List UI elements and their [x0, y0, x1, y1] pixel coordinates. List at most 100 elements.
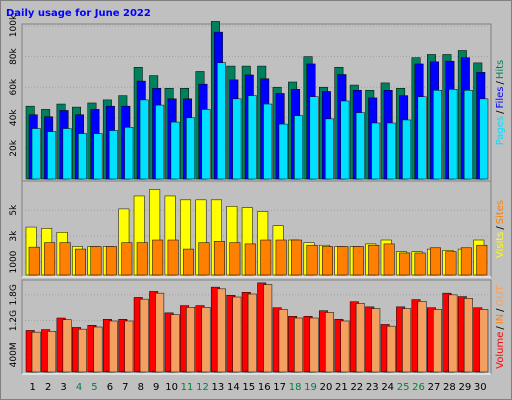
bar [263, 284, 273, 373]
bar [229, 242, 241, 276]
bar [340, 100, 350, 180]
legend-separator: / [495, 110, 506, 114]
x-tick-label: 7 [122, 382, 128, 393]
y-tick-label: 80k [9, 47, 19, 64]
legend-separator: / [495, 226, 506, 230]
bar [247, 293, 257, 373]
y-tick-label: 100k [9, 14, 19, 37]
bar [28, 246, 40, 276]
x-tick-label: 29 [458, 382, 471, 393]
bar [232, 296, 242, 373]
x-tick-label: 12 [196, 382, 209, 393]
bar [108, 130, 118, 180]
x-tick-label: 1 [30, 382, 36, 393]
x-tick-label: 11 [181, 382, 194, 393]
bar [309, 96, 319, 180]
bar [355, 303, 365, 373]
bar [321, 246, 333, 276]
bar [198, 242, 210, 276]
legend-entry: OUT [495, 284, 506, 306]
bar [47, 331, 57, 373]
x-tick-label: 24 [381, 382, 394, 393]
x-tick-label: 27 [428, 382, 441, 393]
bar [201, 307, 211, 373]
x-tick-label: 13 [212, 382, 225, 393]
bar [460, 247, 472, 276]
legend-entry: Hits [495, 60, 506, 79]
x-tick-label: 10 [165, 382, 178, 393]
bar [124, 320, 134, 373]
bar [136, 242, 148, 276]
x-tick-label: 2 [45, 382, 51, 393]
bar [78, 133, 87, 180]
bar [368, 244, 380, 276]
bar [232, 98, 242, 180]
bar [93, 326, 103, 373]
y-tick-label: 60k [9, 78, 19, 95]
bar [263, 103, 273, 180]
y-tick-label: 1.2G [9, 310, 19, 331]
legend-entry: Volume [495, 332, 506, 369]
bar [62, 319, 72, 373]
x-tick-label: 28 [443, 382, 456, 393]
bar [275, 239, 287, 276]
y-tick-label: 20k [9, 139, 19, 156]
bar [433, 309, 442, 373]
bar [278, 309, 288, 373]
y-tick-label: 400M [9, 342, 19, 367]
bar [90, 246, 102, 276]
bar [340, 320, 350, 373]
bar [417, 96, 427, 180]
x-tick-label: 8 [138, 382, 144, 393]
bar [448, 89, 458, 180]
bar [433, 90, 442, 180]
bar [170, 314, 180, 373]
bar [371, 308, 381, 373]
x-tick-label: 19 [304, 382, 317, 393]
y-tick-label: 1000 [9, 250, 19, 273]
bar [44, 242, 56, 276]
bar [479, 309, 489, 373]
bar [216, 288, 226, 373]
x-tick-label: 25 [397, 382, 410, 393]
bar [186, 307, 196, 373]
legend-entry: Pages [495, 116, 506, 145]
bar [139, 298, 149, 373]
bar [59, 242, 71, 276]
x-tick-label: 23 [366, 382, 379, 393]
bar [167, 239, 179, 276]
bar [448, 294, 458, 373]
bar [183, 248, 195, 276]
chart-title: Daily usage for June 2022 [6, 8, 151, 19]
legend-separator: / [495, 326, 506, 330]
bar [139, 99, 149, 180]
bar [463, 90, 473, 180]
bar [186, 117, 196, 180]
x-tick-label: 18 [289, 382, 302, 393]
y-tick-label: 1.8G [9, 284, 19, 305]
bar [445, 251, 457, 276]
legend-entry: Files [495, 87, 506, 109]
bar [402, 308, 412, 373]
bar [352, 246, 364, 276]
bar [47, 131, 57, 180]
y-tick-label: 3k [9, 230, 19, 242]
x-tick-label: 20 [320, 382, 333, 393]
x-tick-label: 3 [60, 382, 66, 393]
bar [324, 312, 334, 373]
bar [108, 320, 118, 373]
bar [306, 244, 318, 276]
bar [324, 118, 334, 180]
x-tick-label: 22 [350, 382, 363, 393]
legend: Volume / IN / OUT [495, 284, 506, 369]
x-tick-label: 21 [335, 382, 348, 393]
bar [31, 331, 41, 373]
legend-entry: Visits [495, 232, 506, 259]
bar [124, 127, 134, 180]
x-tick-label: 9 [153, 382, 159, 393]
y-tick-label: 5k [9, 204, 19, 216]
y-tick-label: 40k [9, 109, 19, 126]
bar [463, 298, 473, 373]
bar [31, 128, 41, 180]
